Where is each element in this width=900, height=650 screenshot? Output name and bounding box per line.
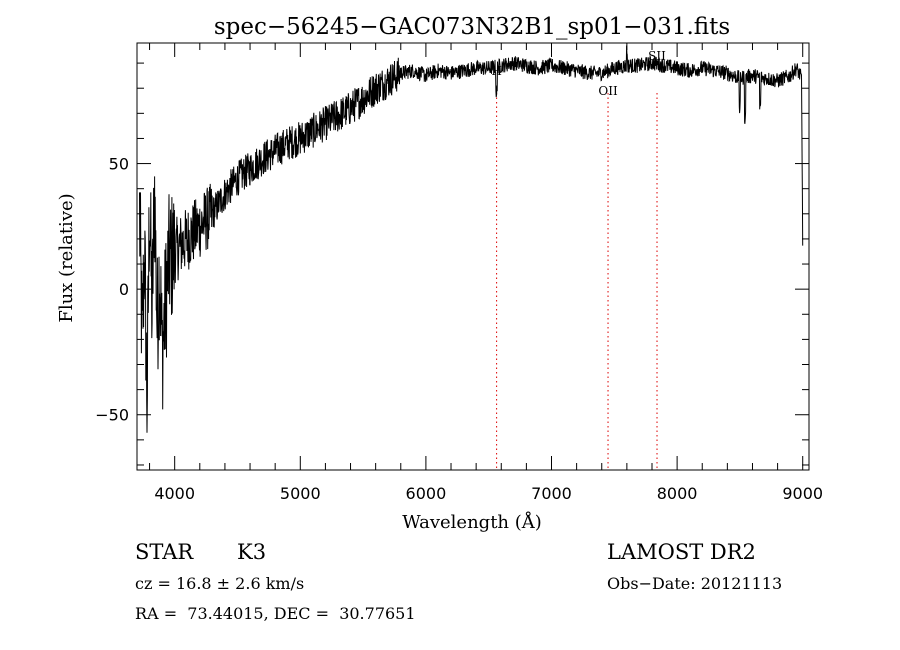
line-label: OII: [598, 84, 618, 98]
x-tick-label: 6000: [406, 484, 447, 503]
object-subclass: K3: [237, 540, 267, 564]
x-axis-label: Wavelength (Å): [402, 511, 542, 533]
object-class: STAR: [135, 540, 194, 564]
x-tick-label: 9000: [782, 484, 823, 503]
line-label: H: [491, 64, 501, 78]
x-tick-label: 5000: [280, 484, 321, 503]
survey-name: LAMOST DR2: [607, 540, 756, 564]
coordinates: RA = 73.44015, DEC = 30.77651: [135, 604, 416, 623]
line-label: SII: [648, 49, 666, 63]
line-labels: H OII SII: [491, 49, 666, 98]
line-markers: [496, 93, 658, 470]
y-axis-label: Flux (relative): [56, 193, 77, 322]
y-tick-label: 50: [109, 155, 129, 174]
spectrum-line: [139, 45, 804, 433]
redshift-value: cz = 16.8 ± 2.6 km/s: [135, 574, 305, 593]
axis-ticks: 4000 5000 6000 7000 8000 9000 −50 0 50: [95, 43, 823, 503]
y-tick-label: 0: [119, 280, 129, 299]
x-tick-label: 7000: [531, 484, 572, 503]
plot-frame: [136, 42, 810, 471]
x-tick-label: 4000: [154, 484, 195, 503]
y-tick-label: −50: [95, 406, 129, 425]
chart-title: spec−56245−GAC073N32B1_sp01−031.fits: [214, 14, 730, 40]
observation-date: Obs−Date: 20121113: [607, 574, 783, 593]
x-tick-label: 8000: [657, 484, 698, 503]
